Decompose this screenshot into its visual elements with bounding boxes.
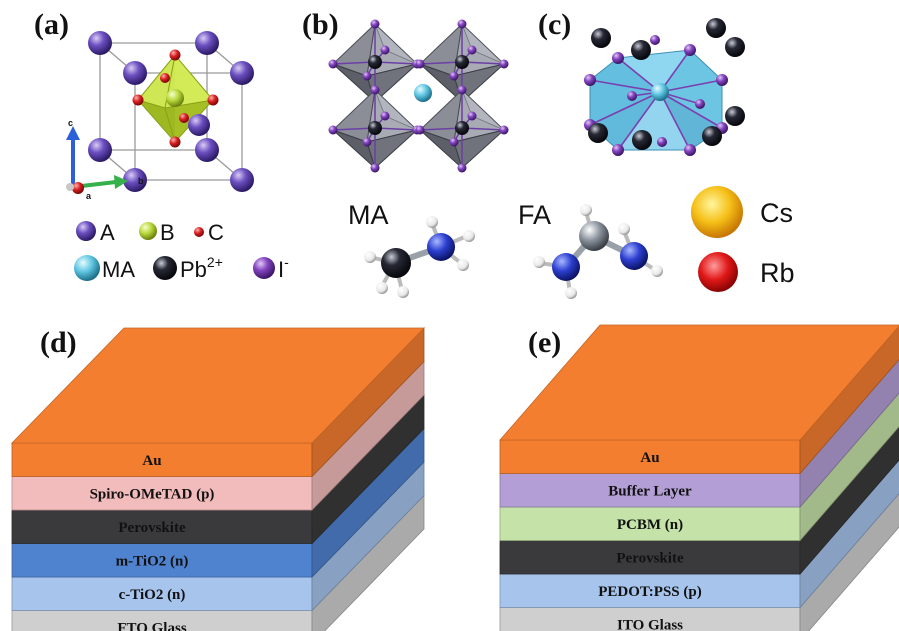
ma-molecule [364,216,475,298]
layer-label: Perovskite [118,520,186,536]
stack-top-surface [499,324,899,441]
layer-front [499,573,801,608]
panel-label-c: (c) [538,8,571,41]
layer-label: c-TiO2 (n) [119,587,186,603]
layer-label: Perovskite [616,550,684,566]
layer-label: m-TiO2 (n) [116,553,189,569]
legend-a-marker [76,221,96,241]
layer-label: PCBM (n) [617,517,683,533]
layer-label: Au [640,450,659,466]
octahedral-network-b [328,19,509,173]
layer-label: Spiro-OMeTAD (p) [90,486,215,502]
ma-cation-b [414,84,432,102]
legend-b-marker [139,222,157,240]
cs-sphere [691,186,743,238]
stack-top-surface [11,327,425,444]
axis-b-label: b [138,176,144,186]
device-stack-d: Au Spiro-OMeTAD (p) Perovskite m-TiO2 (n) c-… [11,327,425,631]
axis-c-label: c [68,118,73,128]
legend-i-sup: - [284,254,289,270]
legend-i-text: I [278,257,284,282]
fa-label: FA [518,200,551,230]
legend-a-label: A [100,220,115,245]
fa-molecule [533,204,663,299]
layer-label: ITO Glass [617,617,683,631]
legend-i-marker [253,257,275,279]
layer-front [499,439,801,474]
layer-label: Buffer Layer [608,483,692,499]
layer-front [499,473,801,508]
rb-label: Rb [760,258,795,288]
rb-sphere [698,252,738,292]
layer-label: FTO Glass [117,620,186,631]
layer-front [11,476,313,511]
legend-pb-label: Pb2+ [180,254,223,282]
layer-front [499,540,801,575]
legend-c-label: C [208,220,224,245]
legend-i-label: I- [278,254,289,282]
legend-ma-marker [74,255,100,281]
panel-label-a: (a) [34,8,69,41]
layer-label: PEDOT:PSS (p) [598,584,701,600]
legend-a: A B C MA Pb2+ I- [74,220,289,282]
layer-front [11,442,313,477]
device-stack-e: Au Buffer Layer PCBM (n) Perovskite PEDOT:PS… [499,324,899,631]
legend-c-marker [194,227,204,237]
legend-ma-label: MA [102,257,135,282]
legend-pb-sup: 2+ [207,254,223,270]
layer-label: Au [142,453,161,469]
layer-front [11,543,313,578]
legend-pb-text: Pb [180,257,207,282]
unit-cell-a [88,31,254,192]
ma-label: MA [348,200,389,230]
panel-label-e: (e) [528,326,561,359]
axes-indicator: c b a [66,118,144,201]
legend-b-label: B [160,220,175,245]
axis-a-label: a [86,191,92,201]
legend-pb-marker [153,256,177,280]
cs-label: Cs [760,198,793,228]
panel-label-d: (d) [40,326,77,359]
panel-label-b: (b) [302,8,339,41]
cage-c [584,18,745,156]
